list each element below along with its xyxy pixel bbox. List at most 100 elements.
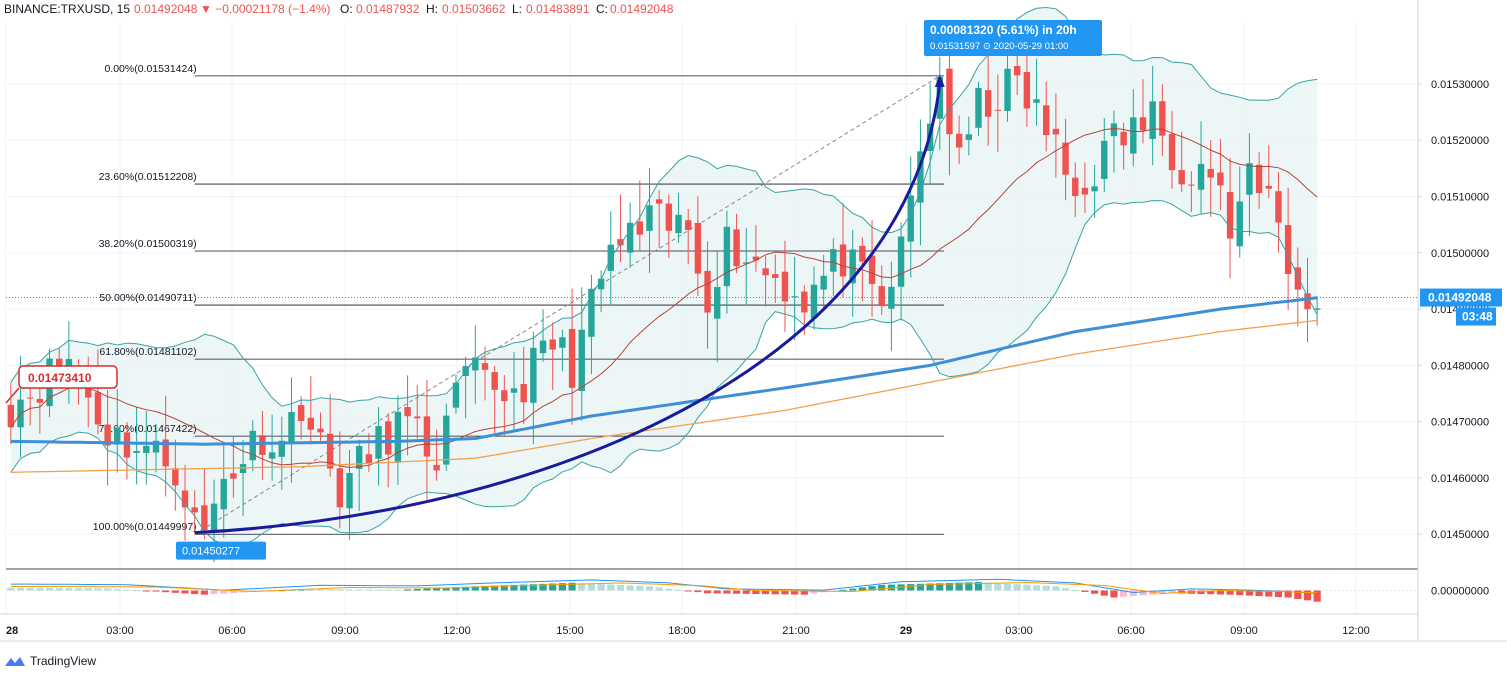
macd-bar <box>36 587 44 591</box>
time-tick-label: 03:00 <box>106 625 134 637</box>
candle-body <box>404 407 411 417</box>
candle-body <box>249 430 256 461</box>
candle-body <box>975 87 982 128</box>
macd-bar <box>868 586 876 591</box>
macd-bar <box>355 589 363 591</box>
candle-body <box>1246 163 1253 195</box>
macd-bar <box>229 590 237 594</box>
candle-body <box>888 286 895 309</box>
time-axis[interactable]: 28 03:00 06:00 09:00 12:00 15:00 18:00 21:00 29 0… <box>6 625 1370 637</box>
macd-bar <box>384 589 392 591</box>
macd-bar <box>1207 590 1215 595</box>
candle-body <box>1304 293 1311 310</box>
time-tick-label: 12:00 <box>1342 625 1370 637</box>
macd-bar <box>607 584 615 591</box>
macd-bar <box>674 589 683 591</box>
candle-body <box>152 440 160 453</box>
macd-bar <box>210 590 218 595</box>
candles <box>7 24 1321 563</box>
fib-level-label: 61.80%(0.01481102) <box>99 346 196 358</box>
fib-level-label: 23.60%(0.01512208) <box>99 171 197 183</box>
time-tick-label: 21:00 <box>782 625 810 637</box>
candle-body <box>1013 66 1021 76</box>
candle-body <box>917 151 924 203</box>
candle-body <box>172 468 179 486</box>
candle-body <box>510 388 518 393</box>
candle-body <box>626 222 634 253</box>
candle-body <box>1226 191 1234 239</box>
candle-body <box>220 478 227 510</box>
candle-body <box>104 424 111 446</box>
macd-bar <box>849 588 857 591</box>
macd-bar <box>926 583 934 591</box>
macd-bar <box>762 590 770 595</box>
macd-bar <box>1226 590 1234 595</box>
low-price-tag[interactable]: 0.01450277 <box>176 541 266 560</box>
candle-body <box>984 90 992 117</box>
macd-bar <box>1091 590 1099 594</box>
current-price-box[interactable] <box>1420 288 1502 307</box>
candle-body <box>1023 72 1031 109</box>
macd-bar <box>791 590 799 595</box>
macd-bar <box>65 588 73 591</box>
candle-body <box>1265 185 1272 189</box>
price-axis[interactable]: 0.01530000 0.01520000 0.01510000 0.01500000… <box>1418 79 1502 598</box>
macd-bar <box>152 590 160 592</box>
candle-body <box>694 222 702 274</box>
candle-body <box>1130 117 1137 154</box>
candle-body <box>539 340 547 354</box>
macd-bar <box>171 590 179 593</box>
start-tag-pointer <box>5 387 20 404</box>
macd-bar <box>423 588 431 591</box>
candle-body <box>859 245 866 262</box>
tradingview-logo[interactable]: TradingView <box>4 652 96 670</box>
macd-bar <box>55 588 63 591</box>
macd-bar <box>713 590 721 594</box>
low-price-box[interactable] <box>176 541 266 560</box>
measure-callout[interactable]: 0.00081320 (5.61%) in 20h 0.01531597 ⊙ 2… <box>924 20 1102 56</box>
candle-body <box>578 329 585 391</box>
start-price-text: 0.01473410 <box>28 371 92 385</box>
macd-bar <box>1120 590 1128 597</box>
macd-bar <box>307 589 315 591</box>
macd-bar <box>907 584 915 591</box>
candle-body <box>655 199 663 204</box>
macd-bar <box>1042 585 1050 591</box>
candle-body <box>491 372 498 390</box>
candle-body <box>675 214 682 234</box>
macd-bar <box>1139 590 1147 596</box>
macd-bar <box>1236 590 1244 596</box>
candle-body <box>868 255 876 285</box>
candle-body <box>336 468 344 508</box>
candle-body <box>1081 187 1089 195</box>
curved-arrow[interactable] <box>194 82 942 535</box>
macd-bar <box>74 588 83 591</box>
candle-body <box>1062 142 1069 175</box>
candle-body <box>201 505 208 531</box>
macd-bar <box>597 584 605 591</box>
candle-body <box>723 226 731 287</box>
fib-retracement[interactable]: 0.00%(0.01531424) 23.60%(0.01512208) 38.20… <box>5 63 1418 535</box>
fib-level-label: 50.00%(0.01490711) <box>99 292 196 304</box>
candle-body <box>1149 101 1156 139</box>
macd-bar <box>587 583 596 591</box>
macd-bar <box>1052 586 1060 591</box>
measure-box[interactable] <box>924 20 1102 56</box>
candle-body <box>1313 308 1321 310</box>
macd-bar <box>1197 590 1205 594</box>
start-price-box[interactable] <box>18 365 118 389</box>
macd-bar <box>771 590 779 595</box>
candle-body <box>501 390 508 402</box>
candle-body <box>946 68 953 135</box>
start-price-tag[interactable]: 0.01473410 <box>18 365 118 389</box>
candle-body <box>1168 134 1176 171</box>
price-tick-label: 0.01480000 <box>1431 360 1489 372</box>
macd-bar <box>191 590 199 595</box>
macd-bar <box>1003 583 1012 591</box>
macd-bar <box>1255 590 1263 597</box>
price-tick-label: 0.01470000 <box>1431 417 1489 429</box>
candle-body <box>346 472 353 509</box>
candle-body <box>936 76 943 119</box>
